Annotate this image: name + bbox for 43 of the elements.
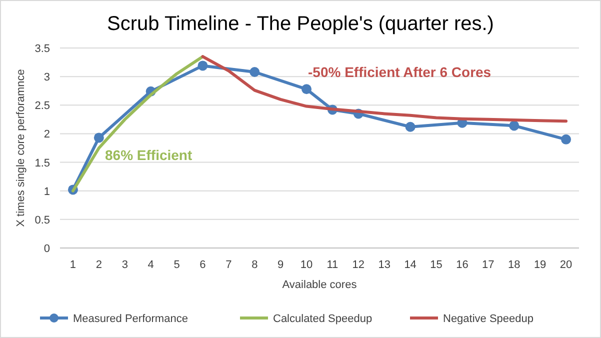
x-tick-label: 6 <box>200 259 206 271</box>
x-tick-label: 15 <box>430 259 442 271</box>
y-tick-label: 3 <box>44 72 50 84</box>
x-tick-label: 2 <box>96 259 102 271</box>
x-axis-title: Available cores <box>282 279 358 291</box>
x-tick-label: 11 <box>326 259 338 271</box>
y-axis-title: X times single core perforamnce <box>15 69 27 227</box>
y-tick-label: 2.5 <box>34 100 50 112</box>
y-tick-label: 1.5 <box>34 157 50 170</box>
x-tick-label: 3 <box>122 259 128 271</box>
chart-title: Scrub Timeline - The People's (quarter res.) <box>107 13 494 35</box>
legend-label: Negative Speedup <box>443 313 534 325</box>
y-tick-label: 3.5 <box>34 43 50 55</box>
x-tick-label: 18 <box>508 259 520 271</box>
point <box>561 134 572 144</box>
x-tick-label: 4 <box>148 259 154 271</box>
point <box>94 132 104 143</box>
y-tick-label: 0.5 <box>34 214 50 226</box>
y-tick-label: 2 <box>44 128 50 141</box>
x-tick-label: 14 <box>404 259 416 271</box>
legend-label: Measured Performance <box>73 313 188 325</box>
point <box>302 84 312 94</box>
point <box>250 67 260 77</box>
x-tick-label: 16 <box>456 259 468 271</box>
annotation: -50% Efficient After 6 Cores <box>308 64 492 80</box>
x-tick-label: 13 <box>378 259 390 271</box>
y-tick-label: 0 <box>44 243 50 255</box>
x-tick-label: 20 <box>560 259 572 271</box>
x-tick-label: 17 <box>482 259 494 271</box>
x-tick-label: 7 <box>226 259 232 271</box>
x-tick-label: 1 <box>70 259 76 271</box>
y-tick-label: 1 <box>44 186 50 198</box>
annotation: 86% Efficient <box>105 147 192 163</box>
x-tick-label: 12 <box>352 259 365 271</box>
point <box>405 122 416 132</box>
x-tick-label: 8 <box>252 259 258 271</box>
point <box>509 120 520 131</box>
x-tick-label: 19 <box>534 259 546 271</box>
x-tick-label: 10 <box>300 259 313 271</box>
legend-label: Calculated Speedup <box>273 313 372 325</box>
point <box>198 60 208 71</box>
x-tick-label: 9 <box>278 259 284 271</box>
x-tick-label: 5 <box>174 259 180 271</box>
